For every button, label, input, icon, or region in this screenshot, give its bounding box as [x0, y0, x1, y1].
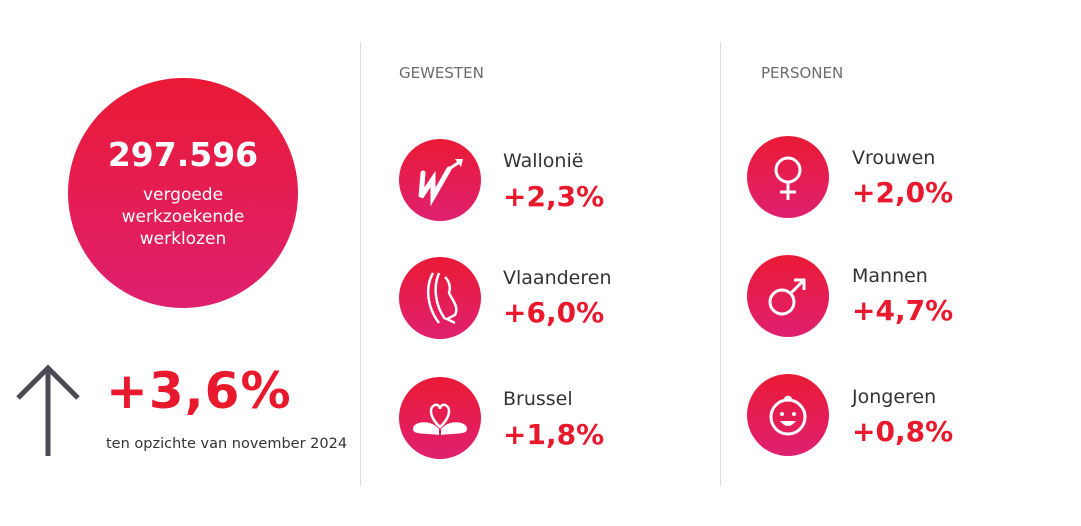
divider: [720, 42, 721, 486]
total-circle: [68, 78, 298, 308]
region-value: +1,8%: [503, 418, 605, 451]
total-label-line: werkzoekende: [121, 207, 245, 227]
person-value: +2,0%: [852, 176, 954, 209]
region-label: Wallonië: [503, 150, 584, 172]
total-label-line: vergoede: [142, 185, 224, 205]
gewesten-title: GEWESTEN: [399, 64, 484, 82]
region-value: +6,0%: [503, 296, 605, 329]
male-icon: [747, 255, 829, 337]
person-value: +0,8%: [852, 415, 954, 448]
person-label: Jongeren: [852, 386, 937, 408]
change-caption: ten opzichte van november 2024: [106, 436, 348, 452]
person-label: Mannen: [852, 265, 928, 287]
wallonia-icon: [399, 139, 481, 221]
total-label: vergoede werkzoekende werklozen: [68, 184, 298, 250]
total-label-line: werklozen: [139, 229, 227, 249]
region-label: Brussel: [503, 388, 573, 410]
region-label: Vlaanderen: [503, 267, 612, 289]
flanders-lion-icon: [399, 257, 481, 339]
change-value: +3,6%: [106, 362, 292, 420]
total-number: 297.596: [107, 135, 259, 174]
divider: [360, 42, 361, 486]
arrow-up-icon: [16, 364, 80, 456]
brussels-heart-icon: [399, 377, 481, 459]
region-value: +2,3%: [503, 180, 605, 213]
person-label: Vrouwen: [852, 147, 936, 169]
female-icon: [747, 136, 829, 218]
person-value: +4,7%: [852, 294, 954, 327]
baby-face-icon: [747, 374, 829, 456]
personen-title: PERSONEN: [761, 64, 844, 82]
